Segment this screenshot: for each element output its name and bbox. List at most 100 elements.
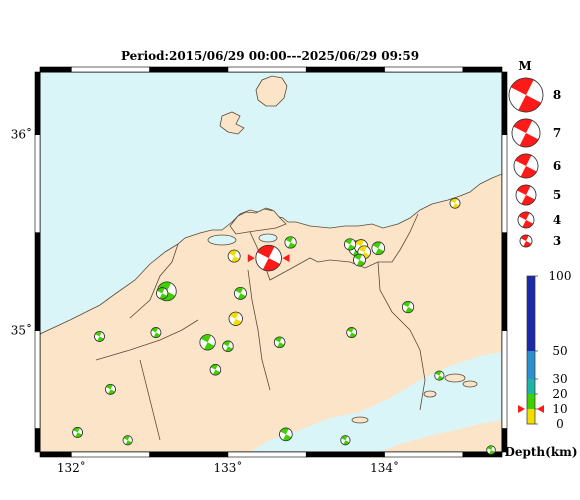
frame-bar-top xyxy=(305,66,385,73)
event-mechanism-outline xyxy=(222,340,234,352)
lon-tick-label: 132˚ xyxy=(57,460,86,475)
legend-mechanism-quadrant xyxy=(522,220,534,228)
legend-magnitude-label: 7 xyxy=(553,126,561,140)
frame-bar-top xyxy=(39,66,72,73)
event-mechanism-quadrant xyxy=(347,244,356,251)
map-title: Period:2015/06/29 00:00---2025/06/29 09:… xyxy=(121,49,419,63)
event-mechanism-outline xyxy=(255,244,282,272)
colorbar-marker-right xyxy=(537,405,544,413)
frame-bar-top xyxy=(149,66,229,73)
legend-mechanism-quadrant xyxy=(518,212,530,220)
frame-bar-bottom xyxy=(39,451,72,458)
event-mechanism-quadrant xyxy=(345,238,353,245)
event-mechanism-quadrant xyxy=(262,258,281,271)
event-mechanism-quadrant xyxy=(356,260,365,267)
event-mechanism-outline xyxy=(156,287,169,300)
event-mechanism-quadrant xyxy=(235,287,244,294)
frame-bar-left xyxy=(34,232,41,331)
event-mechanism-outline xyxy=(434,370,445,381)
chugoku-landmass xyxy=(40,173,502,452)
colorbar-segment xyxy=(527,409,535,424)
seto-islands xyxy=(351,373,478,424)
event-mechanism-quadrant xyxy=(237,293,246,300)
event-mechanism-quadrant xyxy=(285,236,294,243)
frame-bar-bottom xyxy=(227,451,307,458)
frame-bar-bottom xyxy=(305,451,385,458)
frame-bar-right xyxy=(501,71,508,135)
event-mechanism-outline xyxy=(449,197,461,209)
colorbar-outline xyxy=(526,275,536,425)
legend-mechanism-outline xyxy=(513,153,539,179)
legend-mechanism-quadrant xyxy=(520,234,529,241)
event-mechanism-quadrant xyxy=(274,336,283,343)
legend-mechanism-quadrant xyxy=(521,195,535,206)
legend-mechanism-outline xyxy=(517,211,535,229)
event-mechanism-quadrant xyxy=(157,287,165,294)
event-mechanism-quadrant xyxy=(229,312,239,319)
event-mechanism-outline xyxy=(344,238,357,251)
event-mechanism-outline xyxy=(199,334,216,351)
event-mechanism-quadrant xyxy=(355,239,365,247)
magnitude-legend: 8 7 6 5 4 3 xyxy=(508,77,561,248)
event-layer xyxy=(72,197,496,455)
event-mechanism-quadrant xyxy=(210,364,218,370)
event-mechanism-outline xyxy=(486,445,496,455)
event-mechanism-outline xyxy=(72,427,83,438)
colorbar-segment xyxy=(527,276,535,351)
colorbar-segment xyxy=(527,394,535,409)
frame-bar-left xyxy=(34,71,41,135)
event-mechanism-quadrant xyxy=(223,340,231,347)
event-mechanism-quadrant xyxy=(257,245,275,259)
event-mechanism-outline xyxy=(353,253,366,267)
event-mechanism-quadrant xyxy=(282,434,292,441)
event-mechanism-outline xyxy=(346,327,358,338)
colorbar-segment xyxy=(527,379,535,394)
legend-mechanism-quadrant xyxy=(518,95,542,112)
frame-bar-bottom xyxy=(462,451,503,458)
colorbar-tick-label: 10 xyxy=(552,402,567,416)
event-mechanism-quadrant xyxy=(287,242,296,249)
event-mechanism-outline xyxy=(122,435,133,446)
event-mechanism-quadrant xyxy=(277,342,285,348)
event-mechanism-outline xyxy=(279,427,293,442)
event-mechanism-quadrant xyxy=(375,248,384,255)
lake-shinji xyxy=(207,234,237,246)
axis-labels: 132˚ 133˚ 134˚ 35˚ 36˚ xyxy=(11,127,399,475)
main-shock-marker-left xyxy=(247,254,255,263)
colorbar-tick-label: 30 xyxy=(552,372,567,386)
legend-magnitude-label: 3 xyxy=(553,234,561,248)
event-mechanism-quadrant xyxy=(280,427,289,435)
event-mechanism-outline xyxy=(209,364,222,376)
lat-tick-label: 36˚ xyxy=(11,127,32,142)
event-mechanism-quadrant xyxy=(231,256,240,263)
map-frame xyxy=(34,66,508,458)
legend-mechanism-quadrant xyxy=(510,78,534,95)
event-mechanism-outline xyxy=(234,286,247,300)
event-mechanism-quadrant xyxy=(487,445,494,451)
event-mechanism-outline xyxy=(340,435,351,446)
main-shock-marker-right xyxy=(282,254,290,263)
event-mechanism-quadrant xyxy=(372,241,382,249)
event-mechanism-outline xyxy=(150,327,162,338)
lon-tick-label: 133˚ xyxy=(213,460,242,475)
event-mechanism-outline xyxy=(371,241,386,256)
legend-magnitude-label: 6 xyxy=(553,159,561,173)
legend-mechanism-quadrant xyxy=(515,154,532,166)
frame-bar-right xyxy=(501,232,508,331)
frame-bar-bottom xyxy=(149,451,229,458)
legend-mechanism-quadrant xyxy=(519,133,539,148)
colorbar-tick-label: 100 xyxy=(549,269,572,283)
event-mechanism-quadrant xyxy=(158,281,172,292)
event-mechanism-outline xyxy=(273,336,286,349)
event-mechanism-outline xyxy=(227,249,241,263)
frame-bar-left xyxy=(34,330,41,429)
event-mechanism-quadrant xyxy=(402,301,411,308)
frame-bar-top xyxy=(462,66,503,73)
magnitude-legend-title: M xyxy=(518,59,531,73)
legend-mechanism-quadrant xyxy=(520,166,537,178)
frame-bar-bottom xyxy=(384,451,464,458)
frame-bar-top xyxy=(384,66,464,73)
event-mechanism-outline xyxy=(228,311,243,326)
oki-dozen-island xyxy=(219,111,245,135)
event-mechanism-quadrant xyxy=(225,346,233,352)
